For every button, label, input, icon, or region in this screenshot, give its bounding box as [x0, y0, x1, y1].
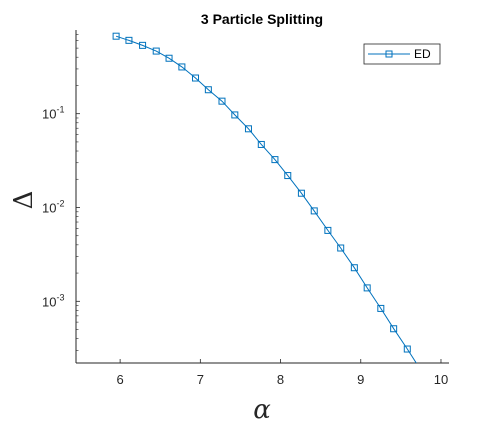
y-tick-label: 10-3 [42, 292, 64, 309]
data-point [417, 366, 423, 372]
data-point [257, 140, 265, 148]
data-point [363, 284, 371, 292]
data-point [165, 54, 173, 62]
data-point [271, 156, 279, 164]
data-point [244, 125, 252, 133]
data-point [192, 74, 200, 82]
x-tick-label: 10 [434, 372, 448, 387]
x-tick-label: 9 [357, 372, 364, 387]
y-axis-label: Δ [9, 191, 39, 210]
x-axis-label: α [253, 395, 271, 425]
x-tick-label: 7 [197, 372, 204, 387]
data-point [324, 226, 332, 234]
data-point [310, 207, 318, 215]
data-point [231, 111, 239, 119]
legend-label-ed: ED [414, 47, 431, 61]
data-point [284, 172, 292, 180]
data-point [125, 36, 133, 44]
data-point [403, 345, 411, 353]
series-line-ed [115, 35, 417, 363]
data-point [112, 32, 120, 40]
x-tick-label: 6 [117, 372, 124, 387]
data-point [337, 244, 345, 252]
y-tick-label: 10-2 [42, 199, 64, 216]
data-point [297, 189, 305, 197]
data-point [204, 86, 212, 94]
data-point [139, 41, 147, 49]
chart-title: 3 Particle Splitting [201, 11, 323, 27]
data-point [218, 97, 226, 105]
ticks: 6 7 8 9 10 10-1 10-2 10-3 [42, 34, 448, 387]
data-point [152, 47, 160, 55]
legend-marker [385, 50, 393, 58]
data-point [350, 264, 358, 272]
legend: ED [363, 43, 441, 65]
series-layer [112, 32, 423, 372]
axes [75, 30, 449, 364]
y-tick-label: 10-1 [42, 105, 64, 122]
x-tick-label: 8 [277, 372, 284, 387]
data-point [377, 304, 385, 312]
data-point [178, 63, 186, 71]
data-point [390, 325, 398, 333]
